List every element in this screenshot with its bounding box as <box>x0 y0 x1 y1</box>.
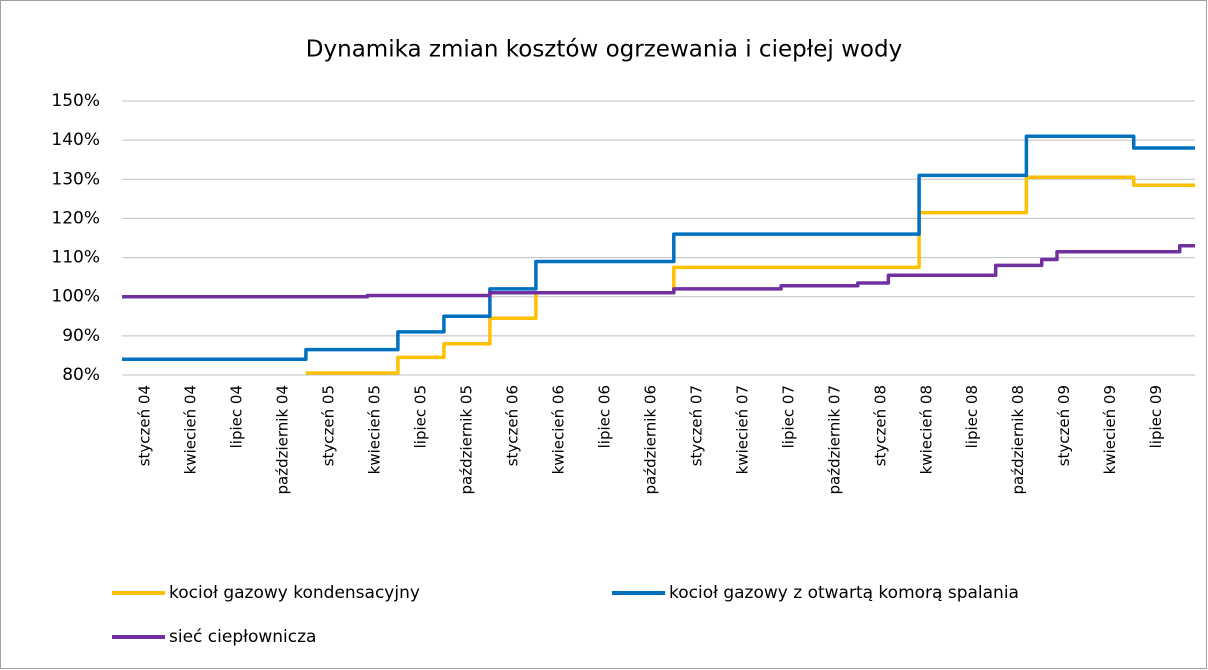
legend-label: sieć ciepłownicza <box>169 627 316 647</box>
x-tick-label: styczeń 06 <box>503 385 521 466</box>
y-tick-label: 130% <box>51 169 100 189</box>
x-tick-label: kwiecień 04 <box>181 385 199 474</box>
x-tick-label: październik 07 <box>825 385 843 495</box>
x-tick-label: lipiec 05 <box>411 385 429 448</box>
x-tick-label: lipiec 06 <box>595 385 613 448</box>
x-tick-label: lipiec 04 <box>227 385 245 448</box>
x-tick-label: styczeń 04 <box>135 385 153 466</box>
x-tick-label: kwiecień 09 <box>1101 385 1119 474</box>
y-tick-label: 120% <box>51 208 100 228</box>
x-tick-label: styczeń 09 <box>1055 385 1073 466</box>
y-tick-label: 110% <box>51 248 100 268</box>
x-tick-label: kwiecień 08 <box>917 385 935 474</box>
x-tick-label: lipiec 09 <box>1147 385 1165 448</box>
x-tick-label: październik 04 <box>273 385 291 495</box>
x-tick-label: styczeń 05 <box>319 385 337 466</box>
y-tick-label: 140% <box>51 130 100 150</box>
series-line <box>122 134 1195 362</box>
x-tick-label: kwiecień 07 <box>733 385 751 474</box>
x-tick-label: październik 05 <box>457 385 475 495</box>
series-line <box>122 244 1195 299</box>
legend-label: kocioł gazowy kondensacyjny <box>169 583 420 603</box>
y-tick-label: 90% <box>62 326 100 346</box>
legend-label: kocioł gazowy z otwartą komorą spalania <box>669 583 1019 603</box>
y-tick-label: 80% <box>62 365 100 385</box>
x-tick-label: kwiecień 06 <box>549 385 567 474</box>
x-tick-label: styczeń 08 <box>871 385 889 466</box>
series-line <box>305 175 1195 375</box>
x-tick-label: październik 08 <box>1009 385 1027 495</box>
x-tick-label: lipiec 08 <box>963 385 981 448</box>
y-tick-label: 150% <box>51 91 100 111</box>
x-tick-label: lipiec 07 <box>779 385 797 448</box>
y-tick-label: 100% <box>51 287 100 307</box>
x-tick-label: październik 06 <box>641 385 659 495</box>
x-tick-label: styczeń 07 <box>687 385 705 466</box>
chart-title: Dynamika zmian kosztów ogrzewania i ciep… <box>306 37 902 63</box>
x-tick-label: kwiecień 05 <box>365 385 383 474</box>
